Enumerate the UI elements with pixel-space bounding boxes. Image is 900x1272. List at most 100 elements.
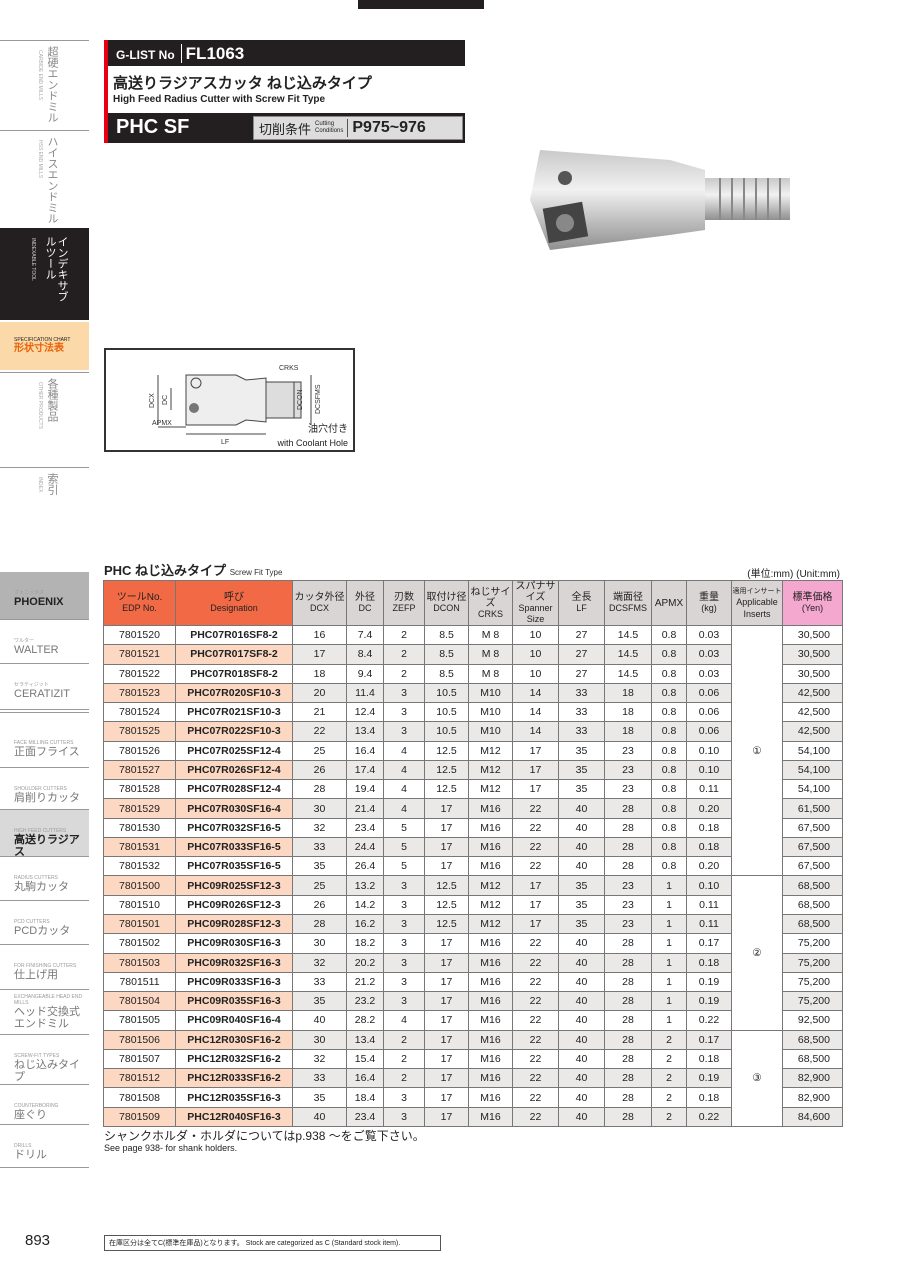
designation[interactable]: PHC09R040SF16-4 xyxy=(175,1010,293,1031)
designation[interactable]: PHC12R032SF16-2 xyxy=(175,1048,293,1070)
sidebar-item-indexable[interactable]: インデキサブルツール INDEXABLE TOOL xyxy=(0,228,89,320)
edp-no[interactable]: 7801504 xyxy=(103,991,176,1012)
cell: M16 xyxy=(468,1106,513,1127)
edp-no[interactable]: 7801530 xyxy=(103,817,176,838)
designation[interactable]: PHC12R040SF16-3 xyxy=(175,1106,293,1127)
edp-no[interactable]: 7801524 xyxy=(103,702,176,723)
header-jp: 適用インサート xyxy=(732,587,782,595)
edp-no[interactable]: 7801511 xyxy=(103,971,176,993)
edp-no[interactable]: 7801503 xyxy=(103,952,176,973)
designation[interactable]: PHC07R026SF12-4 xyxy=(175,759,293,781)
cell: 13.4 xyxy=(346,1029,384,1050)
cell: 0.18 xyxy=(686,1048,732,1070)
cutting-conditions-link[interactable]: 切削条件 Cutting Conditions P975~976 xyxy=(253,116,463,140)
cell: 28 xyxy=(604,1010,652,1031)
sidebar-category[interactable]: PCD CUTTERS PCDカッタ xyxy=(0,901,89,945)
header-jp: 取付け径 xyxy=(426,592,467,603)
edp-no[interactable]: 7801532 xyxy=(103,856,176,877)
sidebar-category[interactable]: FACE MILLING CUTTERS 正面フライス xyxy=(0,722,89,768)
sidebar-category[interactable]: RADIUS CUTTERS 丸駒カッタ xyxy=(0,857,89,901)
edp-no[interactable]: 7801508 xyxy=(103,1087,176,1108)
edp-no[interactable]: 7801512 xyxy=(103,1068,176,1089)
edp-no[interactable]: 7801500 xyxy=(103,875,176,896)
sidebar-category[interactable]: DRILLS ドリル xyxy=(0,1125,89,1168)
edp-no[interactable]: 7801528 xyxy=(103,779,176,800)
edp-no[interactable]: 7801531 xyxy=(103,836,176,858)
designation[interactable]: PHC09R032SF16-3 xyxy=(175,952,293,973)
applicable-insert[interactable]: ② xyxy=(731,875,783,1031)
designation[interactable]: PHC09R030SF16-3 xyxy=(175,933,293,954)
cell: 35 xyxy=(292,991,347,1012)
sidebar-category[interactable]: COUNTERBORING 座ぐり xyxy=(0,1085,89,1125)
designation[interactable]: PHC09R025SF12-3 xyxy=(175,875,293,896)
sidebar-category[interactable]: EXCHANGEABLE HEAD END MILLS ヘッド交換式エンドミル xyxy=(0,992,89,1035)
designation[interactable]: PHC07R017SF8-2 xyxy=(175,644,293,665)
applicable-insert[interactable]: ① xyxy=(731,624,783,877)
cell: 35 xyxy=(558,779,605,800)
designation[interactable]: PHC12R035SF16-3 xyxy=(175,1087,293,1108)
designation[interactable]: PHC12R030SF16-2 xyxy=(175,1029,293,1050)
edp-no[interactable]: 7801520 xyxy=(103,624,176,646)
edp-no[interactable]: 7801506 xyxy=(103,1029,176,1050)
sidebar-category[interactable]: FOR FINISHING CUTTERS 仕上げ用 xyxy=(0,945,89,990)
sidebar-category[interactable]: HIGH FEED CUTTERS 高送りラジアス xyxy=(0,810,89,857)
applicable-insert[interactable]: ③ xyxy=(731,1029,783,1127)
edp-no[interactable]: 7801509 xyxy=(103,1106,176,1127)
edp-no[interactable]: 7801505 xyxy=(103,1010,176,1031)
sidebar-sublabel: INDEXABLE TOOL xyxy=(30,238,36,281)
sidebar-item[interactable]: 索引 INDEX xyxy=(0,467,89,555)
edp-no[interactable]: 7801525 xyxy=(103,721,176,742)
sidebar-item-spec-chart[interactable]: SPECIFICATION CHART 形状寸法表 xyxy=(0,322,89,370)
designation[interactable]: PHC07R020SF10-3 xyxy=(175,682,293,704)
sidebar-item[interactable]: ハイスエンドミル HSS END MILLS xyxy=(0,130,89,225)
edp-no[interactable]: 7801529 xyxy=(103,798,176,819)
cell: 17 xyxy=(424,1106,469,1127)
sidebar-category[interactable]: SCREW-FIT TYPES ねじ込みタイプ xyxy=(0,1035,89,1085)
cell: 16 xyxy=(292,624,347,646)
cell: M16 xyxy=(468,952,513,973)
designation[interactable]: PHC09R028SF12-3 xyxy=(175,913,293,935)
designation[interactable]: PHC07R033SF16-5 xyxy=(175,836,293,858)
designation[interactable]: PHC07R018SF8-2 xyxy=(175,663,293,684)
designation[interactable]: PHC07R016SF8-2 xyxy=(175,624,293,646)
designation[interactable]: PHC07R032SF16-5 xyxy=(175,817,293,838)
designation[interactable]: PHC07R025SF12-4 xyxy=(175,740,293,761)
edp-no[interactable]: 7801510 xyxy=(103,894,176,915)
cell: 35 xyxy=(558,759,605,781)
cell: 0.22 xyxy=(686,1010,732,1031)
designation[interactable]: PHC07R022SF10-3 xyxy=(175,721,293,742)
edp-no[interactable]: 7801507 xyxy=(103,1048,176,1070)
cell: 15.4 xyxy=(346,1048,384,1070)
price: 75,200 xyxy=(782,971,843,993)
designation[interactable]: PHC07R035SF16-5 xyxy=(175,856,293,877)
designation[interactable]: PHC09R035SF16-3 xyxy=(175,991,293,1012)
category-label: 仕上げ用 xyxy=(14,969,58,981)
edp-no[interactable]: 7801526 xyxy=(103,740,176,761)
edp-no[interactable]: 7801502 xyxy=(103,933,176,954)
sidebar-item[interactable]: 各種製品 OTHER PRODUCTS xyxy=(0,372,89,465)
sidebar-label: ハイスエンドミル xyxy=(46,136,58,224)
edp-no[interactable]: 7801521 xyxy=(103,644,176,665)
designation[interactable]: PHC12R033SF16-2 xyxy=(175,1068,293,1089)
cell: M16 xyxy=(468,1087,513,1108)
designation[interactable]: PHC09R033SF16-3 xyxy=(175,971,293,993)
designation[interactable]: PHC07R021SF10-3 xyxy=(175,702,293,723)
designation[interactable]: PHC07R028SF12-4 xyxy=(175,779,293,800)
category-sublabel: RADIUS CUTTERS xyxy=(14,875,58,881)
sidebar-category[interactable]: SHOULDER CUTTERS 肩削りカッタ xyxy=(0,768,89,810)
table-row: 7801525 PHC07R022SF10-3 22 13.4 3 10.5 M10 14 33… xyxy=(103,721,843,742)
cell: 4 xyxy=(383,798,425,819)
sidebar-category[interactable]: フェニックス PHOENIX xyxy=(0,572,89,620)
label-crks: CRKS xyxy=(279,365,299,372)
sidebar-category[interactable]: セラティジット CERATIZIT xyxy=(0,664,89,710)
sidebar-item[interactable]: 超硬エンドミル CARBIDE END MILLS xyxy=(0,40,89,125)
designation[interactable]: PHC09R026SF12-3 xyxy=(175,894,293,915)
designation[interactable]: PHC07R030SF16-4 xyxy=(175,798,293,819)
edp-no[interactable]: 7801523 xyxy=(103,682,176,704)
category-label: WALTER xyxy=(14,644,59,656)
sidebar-category[interactable]: ワルター WALTER xyxy=(0,620,89,664)
edp-no[interactable]: 7801527 xyxy=(103,759,176,781)
edp-no[interactable]: 7801522 xyxy=(103,663,176,684)
price: 30,500 xyxy=(782,663,843,684)
edp-no[interactable]: 7801501 xyxy=(103,913,176,935)
